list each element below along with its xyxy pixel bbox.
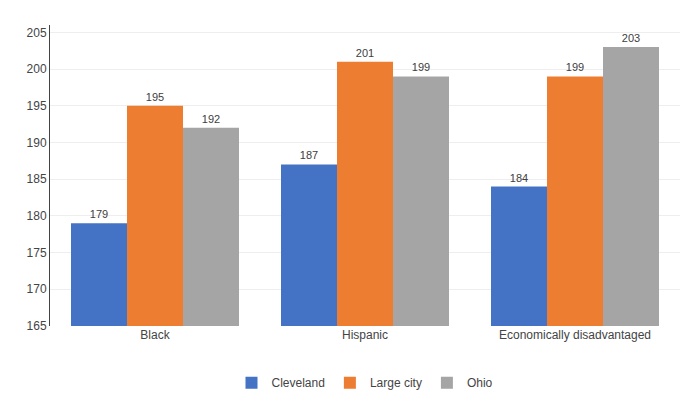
svg-text:195: 195: [146, 91, 164, 103]
svg-text:180: 180: [27, 209, 47, 223]
svg-text:190: 190: [27, 136, 47, 150]
svg-text:192: 192: [202, 113, 220, 125]
svg-text:199: 199: [412, 61, 430, 73]
svg-text:Black: Black: [140, 328, 170, 342]
svg-text:165: 165: [27, 319, 47, 333]
svg-text:175: 175: [27, 246, 47, 260]
svg-text:195: 195: [27, 99, 47, 113]
svg-text:179: 179: [90, 208, 108, 220]
svg-text:Economically disadvantaged: Economically disadvantaged: [499, 328, 651, 342]
svg-text:184: 184: [510, 172, 528, 184]
svg-text:199: 199: [566, 61, 584, 73]
svg-text:Large city: Large city: [370, 376, 422, 390]
svg-text:185: 185: [27, 172, 47, 186]
svg-text:187: 187: [300, 149, 318, 161]
svg-text:170: 170: [27, 282, 47, 296]
svg-text:205: 205: [27, 26, 47, 40]
svg-text:Cleveland: Cleveland: [272, 376, 325, 390]
svg-text:201: 201: [356, 47, 374, 59]
svg-text:Ohio: Ohio: [467, 376, 493, 390]
svg-text:Hispanic: Hispanic: [342, 328, 388, 342]
svg-text:203: 203: [622, 32, 640, 44]
svg-text:200: 200: [27, 62, 47, 76]
